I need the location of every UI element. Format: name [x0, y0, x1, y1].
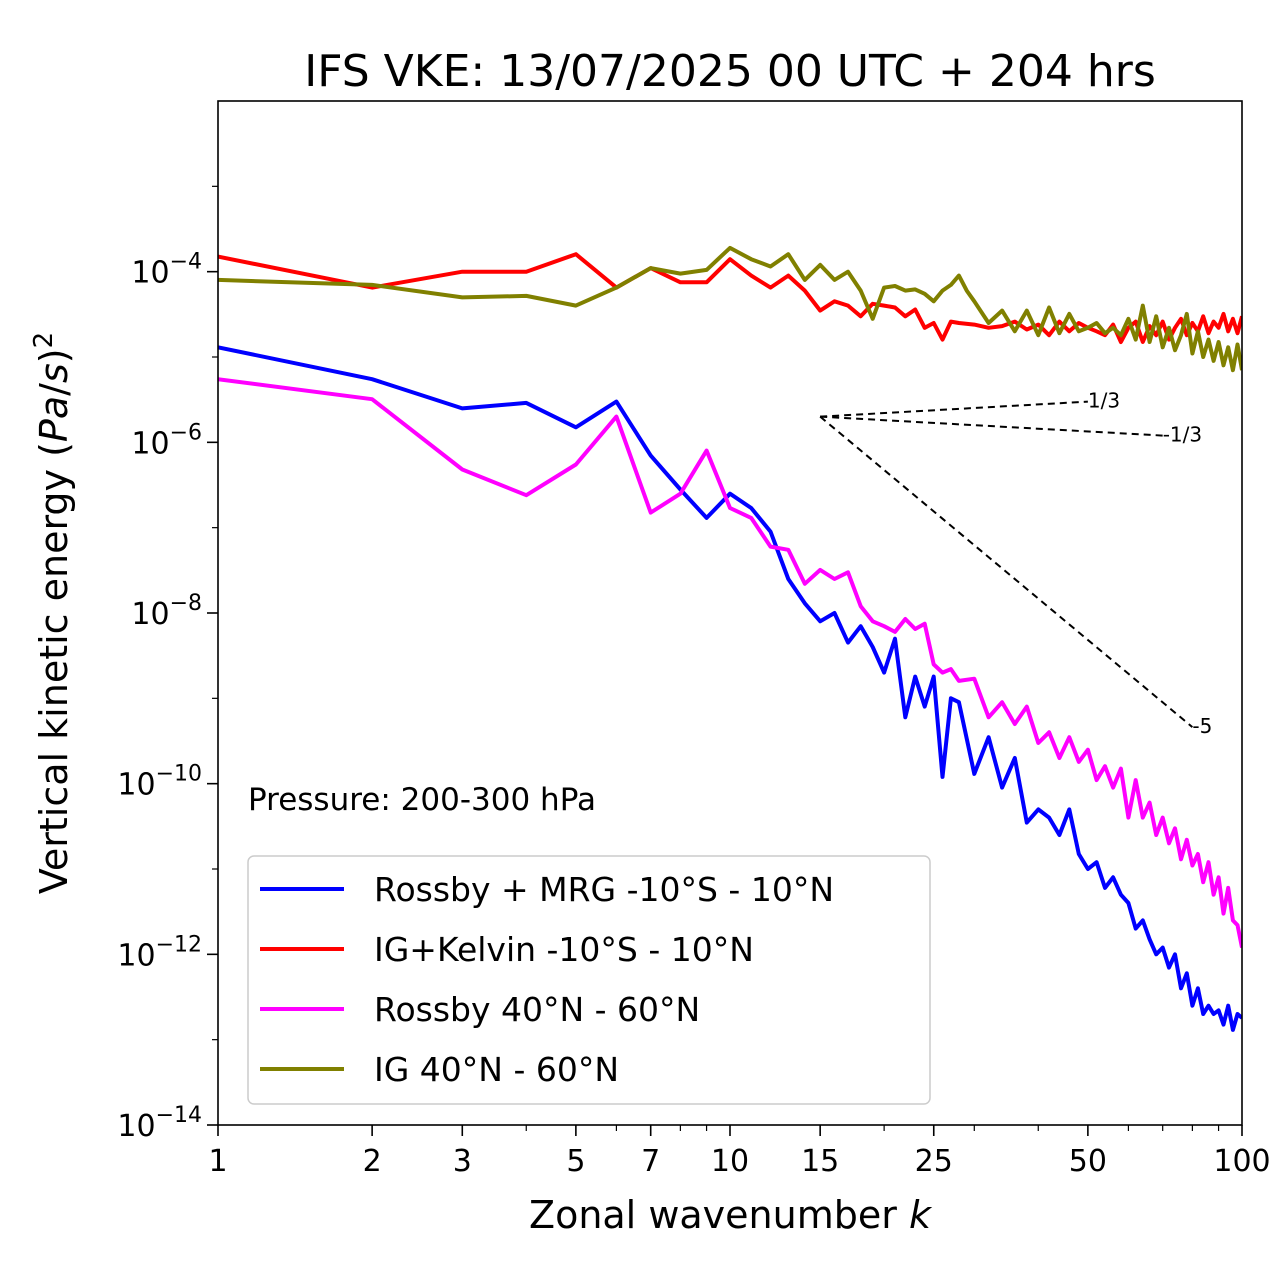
x-axis-label: Zonal wavenumber k	[529, 1193, 933, 1237]
plot-lines	[218, 245, 1242, 1032]
chart-title: IFS VKE: 13/07/2025 00 UTC + 204 hrs	[304, 46, 1156, 97]
x-tick-label-2: 3	[453, 1144, 472, 1179]
legend: Rossby + MRG -10°S - 10°N IG+Kelvin -10°S…	[247, 855, 931, 1105]
reference-slope-label-2: -5	[1192, 714, 1212, 738]
y-axis: 10−14 10−12 10−10 10−8 10−6 10−4	[117, 185, 218, 1144]
x-tick-label-5: 10	[711, 1144, 749, 1179]
series-line-0	[218, 345, 1242, 1032]
x-tick-label-3: 5	[566, 1144, 585, 1179]
legend-box	[247, 855, 931, 1105]
x-tick-label-6: 15	[801, 1144, 839, 1179]
y-tick-label-1: 10−12	[117, 932, 202, 973]
legend-label-1: IG+Kelvin -10°S - 10°N	[374, 930, 754, 969]
reference-slope-line-0	[820, 400, 1088, 418]
reference-slope-line-1	[820, 415, 1163, 437]
y-tick-label-5: 10−4	[131, 250, 202, 291]
series-line-2	[218, 377, 1242, 948]
y-axis-label: Vertical kinetic energy (Pa/s)2	[29, 332, 76, 894]
reference-slope-line-2	[819, 415, 1194, 728]
legend-label-0: Rossby + MRG -10°S - 10°N	[374, 870, 834, 909]
y-tick-label-0: 10−14	[117, 1103, 202, 1144]
x-tick-label-7: 25	[915, 1144, 953, 1179]
y-tick-label-2: 10−10	[117, 762, 202, 803]
x-tick-label-4: 7	[641, 1144, 660, 1179]
x-tick-label-9: 100	[1213, 1144, 1270, 1179]
reference-slope-label-1: -1/3	[1163, 423, 1202, 447]
legend-label-2: Rossby 40°N - 60°N	[374, 990, 700, 1029]
reference-slope-label-0: 1/3	[1088, 389, 1120, 413]
y-tick-label-3: 10−8	[131, 591, 202, 632]
x-axis: 1 2 3 5 7 10 15 25 50 100	[208, 1125, 1271, 1179]
pressure-annotation: Pressure: 200-300 hPa	[248, 782, 596, 818]
legend-label-3: IG 40°N - 60°N	[374, 1050, 619, 1089]
x-tick-label-0: 1	[208, 1144, 227, 1179]
y-tick-label-4: 10−6	[131, 420, 202, 461]
x-tick-label-1: 2	[363, 1144, 382, 1179]
reference-slope-lines: 1/3 -1/3 -5	[819, 389, 1212, 738]
x-tick-label-8: 50	[1069, 1144, 1107, 1179]
series-line-3	[218, 245, 1242, 373]
